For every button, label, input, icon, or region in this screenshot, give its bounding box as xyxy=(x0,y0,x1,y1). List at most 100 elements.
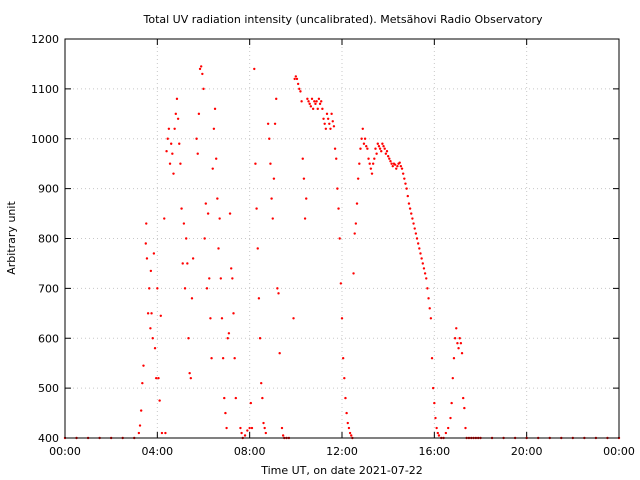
data-point xyxy=(166,137,169,140)
data-point xyxy=(427,297,430,300)
data-point xyxy=(318,102,322,106)
data-point xyxy=(187,337,190,340)
data-point xyxy=(395,167,398,170)
data-point xyxy=(413,227,416,230)
data-point xyxy=(263,426,266,430)
y-tick-label: 500 xyxy=(38,382,59,395)
data-point xyxy=(169,142,173,145)
data-point xyxy=(416,242,420,245)
data-point xyxy=(415,237,419,240)
data-point xyxy=(243,434,247,437)
data-point xyxy=(369,167,373,170)
data-point xyxy=(324,127,328,130)
data-point xyxy=(209,317,212,320)
data-point xyxy=(197,112,201,116)
x-tick-label: 16:00 xyxy=(418,445,450,458)
data-point xyxy=(206,212,210,215)
data-point xyxy=(464,426,467,430)
data-point xyxy=(258,337,262,340)
data-point xyxy=(171,152,174,155)
data-point xyxy=(167,127,171,130)
data-point xyxy=(390,162,393,165)
data-point xyxy=(406,194,409,198)
plot-frame xyxy=(64,38,620,439)
data-points xyxy=(63,65,621,440)
data-point xyxy=(337,207,340,210)
x-tick-label: 12:00 xyxy=(326,445,358,458)
data-point xyxy=(202,87,205,91)
data-point xyxy=(356,177,360,180)
data-point xyxy=(323,122,326,125)
y-tick-label: 600 xyxy=(38,332,59,345)
data-point xyxy=(178,142,181,145)
data-point xyxy=(401,172,405,175)
data-point xyxy=(211,167,214,170)
data-point xyxy=(280,426,284,430)
data-point xyxy=(378,147,382,150)
data-point xyxy=(223,396,226,400)
data-point xyxy=(183,287,187,290)
data-point xyxy=(419,252,422,255)
data-point xyxy=(456,342,459,345)
data-point xyxy=(270,197,273,200)
data-point xyxy=(451,376,454,380)
data-point xyxy=(385,150,389,153)
data-point xyxy=(418,247,421,250)
data-point xyxy=(198,67,202,71)
data-point xyxy=(320,100,323,103)
data-point xyxy=(201,72,204,76)
data-point xyxy=(352,272,355,275)
data-point xyxy=(174,112,177,116)
data-point xyxy=(249,401,253,405)
data-point xyxy=(311,107,315,111)
data-point xyxy=(275,97,278,101)
data-point xyxy=(294,75,298,78)
y-tick-label: 1100 xyxy=(31,83,59,96)
data-point xyxy=(314,102,317,106)
data-point xyxy=(227,332,231,335)
data-point xyxy=(300,100,303,103)
data-point xyxy=(423,272,427,275)
y-tick-label: 700 xyxy=(38,282,59,295)
data-point xyxy=(231,277,234,280)
data-point xyxy=(359,147,362,150)
data-point xyxy=(437,434,441,437)
data-point xyxy=(317,97,321,101)
y-tick-label: 400 xyxy=(38,432,59,445)
data-point xyxy=(386,155,390,158)
data-point xyxy=(190,297,194,300)
data-point xyxy=(426,287,429,290)
data-point xyxy=(410,212,413,215)
data-point xyxy=(281,434,285,437)
data-point xyxy=(366,147,369,150)
data-point xyxy=(373,157,376,160)
data-point xyxy=(159,314,162,318)
data-point xyxy=(199,65,203,68)
data-point xyxy=(216,197,219,200)
data-point xyxy=(463,406,466,410)
data-point xyxy=(203,237,206,240)
data-point xyxy=(292,317,295,320)
data-point xyxy=(153,347,157,350)
data-point xyxy=(180,207,183,210)
data-point xyxy=(220,317,224,320)
y-tick-label: 900 xyxy=(38,183,59,196)
data-point xyxy=(254,162,257,165)
x-axis-label: Time UT, on date 2021-07-22 xyxy=(260,464,423,477)
data-point xyxy=(295,77,299,81)
data-point xyxy=(214,157,218,160)
data-point xyxy=(255,207,258,210)
data-point xyxy=(296,82,300,86)
data-point xyxy=(233,357,236,360)
data-point xyxy=(346,421,349,425)
data-point xyxy=(370,172,374,175)
data-point xyxy=(225,426,228,430)
y-axis-label: Arbitrary unit xyxy=(5,201,18,275)
data-point xyxy=(361,127,364,130)
data-point xyxy=(273,122,277,125)
data-point xyxy=(182,222,186,225)
data-point xyxy=(335,157,338,160)
data-point xyxy=(455,327,458,330)
data-point xyxy=(158,399,161,402)
data-point xyxy=(341,357,345,360)
